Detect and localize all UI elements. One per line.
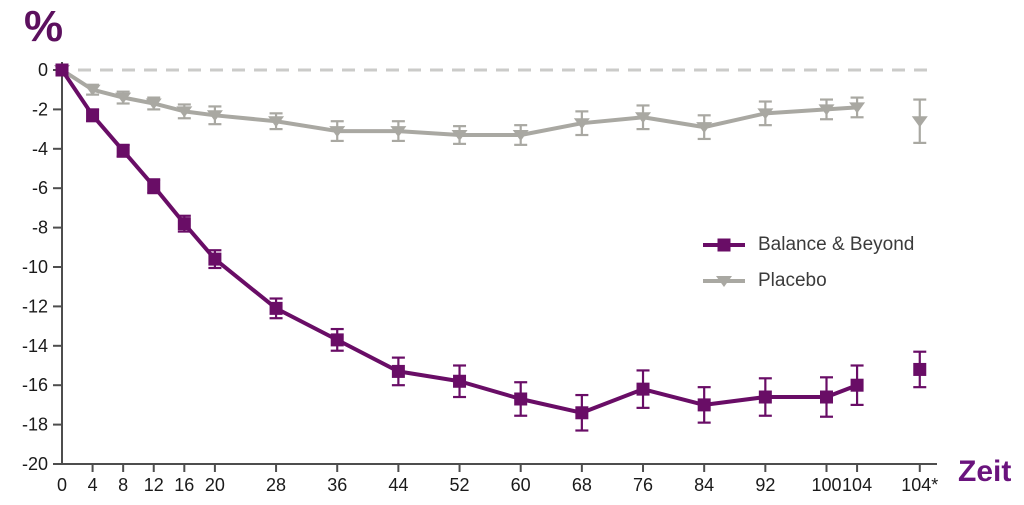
series-marker-balance-beyond bbox=[116, 144, 130, 158]
series-marker-balance-beyond bbox=[269, 301, 283, 315]
y-axis-tick-label: -4 bbox=[32, 139, 48, 159]
series-marker-balance-beyond bbox=[820, 390, 833, 404]
series-marker-balance-beyond bbox=[86, 108, 100, 122]
series-marker-balance-beyond bbox=[177, 217, 191, 231]
legend-label-balance-beyond: Balance & Beyond bbox=[758, 234, 915, 255]
y-axis-tick-label: 0 bbox=[38, 60, 48, 80]
x-axis-tick-label: 92 bbox=[755, 475, 775, 495]
series-marker-balance-beyond bbox=[453, 374, 467, 388]
x-axis-tick-label: 36 bbox=[327, 475, 347, 495]
series-marker-placebo bbox=[911, 116, 928, 128]
y-axis-tick-label: -16 bbox=[22, 375, 48, 395]
series-marker-placebo bbox=[635, 112, 652, 124]
y-axis-tick-label: -18 bbox=[22, 415, 48, 435]
y-axis-tick-label: -10 bbox=[22, 257, 48, 277]
series-marker-placebo bbox=[451, 130, 468, 142]
x-axis-title: Zeit bbox=[958, 455, 1012, 488]
series-marker-placebo bbox=[696, 122, 713, 134]
series-marker-balance-beyond bbox=[208, 252, 222, 266]
x-axis-tick-label: 76 bbox=[633, 475, 653, 495]
series-marker-balance-beyond bbox=[330, 333, 344, 347]
x-axis-tick-label: 8 bbox=[118, 475, 128, 495]
series-marker-balance-beyond bbox=[913, 362, 927, 376]
legend: Balance & Beyond Placebo bbox=[701, 234, 914, 292]
x-axis-tick-label: 0 bbox=[57, 475, 67, 495]
y-axis-tick-label: -20 bbox=[22, 454, 48, 474]
series-marker-placebo bbox=[145, 98, 162, 110]
x-axis-tick-label: 104* bbox=[901, 475, 938, 495]
x-axis-tick-label: 16 bbox=[174, 475, 194, 495]
legend-marker-placebo-icon bbox=[703, 276, 745, 287]
legend-item-balance-beyond: Balance & Beyond bbox=[701, 234, 914, 256]
series-marker-balance-beyond bbox=[697, 398, 711, 412]
x-axis-tick-label: 84 bbox=[694, 475, 714, 495]
y-axis-tick-label: -12 bbox=[22, 296, 48, 316]
series-marker-balance-beyond bbox=[391, 364, 405, 378]
series-marker-placebo bbox=[84, 84, 101, 96]
series-marker-placebo bbox=[329, 126, 346, 138]
series-marker-placebo bbox=[268, 116, 285, 128]
x-axis-tick-label: 52 bbox=[450, 475, 470, 495]
series-marker-placebo bbox=[176, 106, 193, 118]
series-marker-balance-beyond bbox=[55, 63, 69, 77]
series-marker-balance-beyond bbox=[147, 179, 161, 193]
x-axis-tick-label: 28 bbox=[266, 475, 286, 495]
x-axis-tick-label: 44 bbox=[388, 475, 408, 495]
series-marker-balance-beyond bbox=[575, 406, 589, 420]
series-marker-balance-beyond bbox=[758, 390, 772, 404]
x-axis-tick-label: 100 bbox=[811, 475, 841, 495]
series-marker-placebo bbox=[849, 102, 866, 114]
series-marker-placebo bbox=[512, 130, 529, 142]
y-axis-tick-label: -8 bbox=[32, 218, 48, 238]
series-marker-placebo bbox=[115, 92, 132, 104]
x-axis-tick-label: 68 bbox=[572, 475, 592, 495]
legend-label-placebo: Placebo bbox=[758, 270, 827, 291]
series-marker-placebo bbox=[390, 126, 407, 138]
y-axis-unit-label: % bbox=[24, 2, 64, 51]
legend-marker-balance-beyond-icon bbox=[703, 238, 745, 252]
x-axis-tick-label: 12 bbox=[144, 475, 164, 495]
y-axis-tick-label: -6 bbox=[32, 178, 48, 198]
series-marker-placebo bbox=[573, 118, 590, 130]
y-axis-tick-label: -14 bbox=[22, 336, 48, 356]
x-axis-tick-label: 4 bbox=[88, 475, 98, 495]
y-axis-tick-label: -2 bbox=[32, 99, 48, 119]
x-axis-tick-label: 20 bbox=[205, 475, 225, 495]
x-axis-tick-label: 60 bbox=[511, 475, 531, 495]
series-marker-placebo bbox=[206, 110, 223, 122]
series-marker-balance-beyond bbox=[850, 378, 864, 392]
series-marker-balance-beyond bbox=[636, 382, 650, 396]
series-marker-balance-beyond bbox=[514, 392, 528, 406]
x-axis-tick-label: 104 bbox=[842, 475, 872, 495]
series-marker-placebo bbox=[818, 104, 835, 116]
legend-item-placebo: Placebo bbox=[701, 270, 914, 292]
series-marker-placebo bbox=[757, 108, 774, 120]
